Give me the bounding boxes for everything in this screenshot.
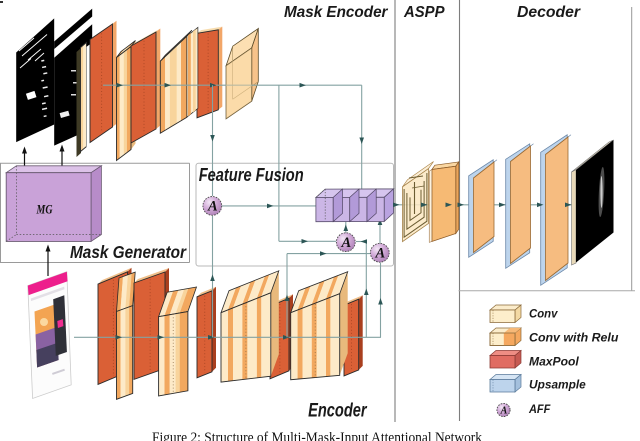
svg-text:Figure 2: Structure of Multi-M: Figure 2: Structure of Multi-Mask-Input … [152,430,482,441]
svg-text:Encoder: Encoder [308,400,368,421]
svg-text:Mask Generator: Mask Generator [70,242,187,262]
svg-text:Mask Encoder: Mask Encoder [284,4,389,21]
svg-text:A: A [207,199,218,215]
svg-text:ASPP: ASPP [403,4,445,21]
svg-text:Feature Fusion: Feature Fusion [199,165,304,185]
svg-text:Conv with Relu: Conv with Relu [529,330,619,344]
svg-text:MG: MG [36,202,53,217]
svg-text:Upsample: Upsample [529,378,586,392]
svg-text:Decoder: Decoder [517,4,581,21]
svg-text:A: A [340,235,351,251]
svg-text:A: A [500,405,508,416]
svg-text:A: A [374,246,385,262]
svg-text:AFF: AFF [528,402,551,416]
svg-text:Conv: Conv [529,307,559,321]
svg-text:MaxPool: MaxPool [529,354,579,368]
